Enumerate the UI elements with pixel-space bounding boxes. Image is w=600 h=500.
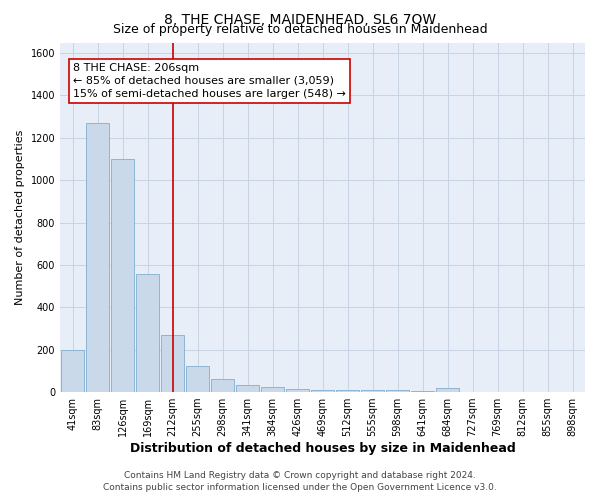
Bar: [361, 390, 384, 392]
Bar: [411, 391, 434, 392]
Bar: [436, 388, 459, 392]
Bar: [136, 274, 159, 392]
Text: 8 THE CHASE: 206sqm
← 85% of detached houses are smaller (3,059)
15% of semi-det: 8 THE CHASE: 206sqm ← 85% of detached ho…: [73, 62, 346, 99]
Bar: [211, 380, 234, 392]
Bar: [261, 387, 284, 392]
Bar: [236, 384, 259, 392]
Y-axis label: Number of detached properties: Number of detached properties: [15, 130, 25, 305]
Bar: [386, 390, 409, 392]
Bar: [286, 389, 309, 392]
Text: Size of property relative to detached houses in Maidenhead: Size of property relative to detached ho…: [113, 22, 487, 36]
Bar: [186, 366, 209, 392]
Bar: [336, 390, 359, 392]
Bar: [86, 123, 109, 392]
Bar: [161, 335, 184, 392]
Text: Contains HM Land Registry data © Crown copyright and database right 2024.
Contai: Contains HM Land Registry data © Crown c…: [103, 471, 497, 492]
Bar: [111, 159, 134, 392]
X-axis label: Distribution of detached houses by size in Maidenhead: Distribution of detached houses by size …: [130, 442, 515, 455]
Bar: [61, 350, 84, 392]
Bar: [311, 390, 334, 392]
Text: 8, THE CHASE, MAIDENHEAD, SL6 7QW: 8, THE CHASE, MAIDENHEAD, SL6 7QW: [164, 12, 436, 26]
